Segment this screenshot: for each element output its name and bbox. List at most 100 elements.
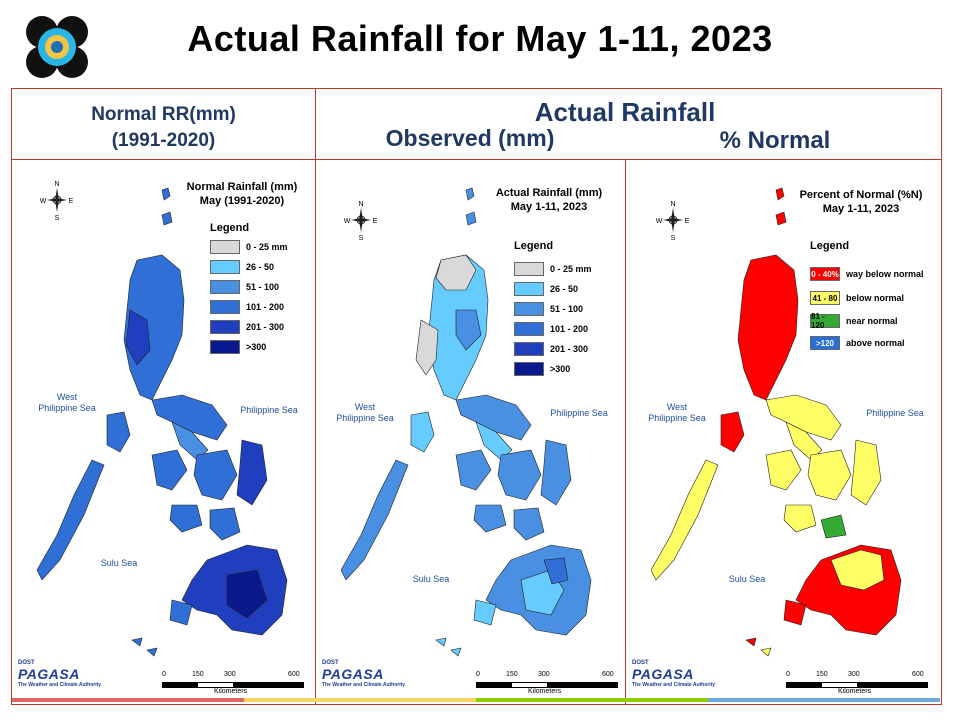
legend-swatch (210, 280, 240, 294)
normal-legend-title: Legend (210, 222, 250, 234)
legend-label: 0 - 25 mm (550, 264, 592, 274)
legend-label: way below normal (846, 269, 924, 279)
header-percent: % Normal (719, 127, 831, 154)
observed-legend-title: Legend (514, 240, 554, 252)
legend-swatch: >120 (810, 336, 840, 350)
sea-label-west: West Philippine Sea (38, 392, 96, 413)
legend-swatch (514, 282, 544, 296)
legend-swatch: 0 - 40% (810, 267, 840, 281)
observed-legend-item: 26 - 50 (514, 282, 578, 296)
legend-label: >300 (246, 342, 267, 352)
compass-s: S (55, 215, 60, 222)
legend-label: 201 - 300 (550, 344, 589, 354)
footer-stripe (476, 698, 708, 702)
header-normal-line2: (1991-2020) (111, 130, 216, 151)
legend-swatch (210, 300, 240, 314)
sea-label-sulu: Sulu Sea (728, 574, 766, 584)
normal-legend-item: 201 - 300 (210, 320, 284, 334)
header-observed: Observed (mm) (385, 125, 555, 151)
sea-label-west: West Philippine Sea (336, 402, 394, 423)
normal-map-title-line1: Normal Rainfall (mm) (186, 181, 298, 193)
legend-swatch (514, 342, 544, 356)
observed-legend-item: 0 - 25 mm (514, 262, 592, 276)
pagasa-logo (24, 14, 90, 80)
percent-legend-title: Legend (810, 240, 850, 252)
panel-observed: N W E S Actual Rainfall (mm) May 1-11, 2… (316, 160, 625, 705)
pagasa-brand: DOST PAGASA The Weather and Climate Auth… (632, 660, 716, 688)
observed-rainfall-map (340, 187, 592, 657)
legend-swatch (210, 240, 240, 254)
legend-swatch: 41 - 80 (810, 291, 840, 305)
observed-map-title-line2: May 1-11, 2023 (510, 201, 588, 213)
sea-label-west: West Philippine Sea (648, 402, 706, 423)
compass-rose-icon: N W E S (344, 198, 378, 242)
legend-label: below normal (846, 293, 905, 303)
legend-swatch (514, 302, 544, 316)
legend-label: 51 - 100 (550, 304, 584, 314)
header-actual: Actual Rainfall (534, 97, 716, 127)
percent-normal-map (650, 187, 902, 657)
sea-label-sulu: Sulu Sea (412, 574, 450, 584)
legend-swatch (514, 362, 544, 376)
legend-swatch: 81 - 120 (810, 312, 840, 330)
normal-rainfall-map (36, 187, 288, 657)
compass-n: N (54, 181, 59, 188)
percent-legend-item: 81 - 120 near normal (810, 312, 898, 330)
observed-map-title-line1: Actual Rainfall (mm) (495, 187, 603, 199)
legend-swatch (210, 320, 240, 334)
legend-label: 201 - 300 (246, 322, 285, 332)
pagasa-brand: DOST PAGASA The Weather and Climate Auth… (322, 660, 406, 688)
legend-swatch (210, 340, 240, 354)
legend-label: 101 - 200 (550, 324, 589, 334)
legend-label: 101 - 200 (246, 302, 285, 312)
legend-swatch (514, 262, 544, 276)
observed-legend-item: 101 - 200 (514, 322, 588, 336)
svg-text:N: N (670, 201, 675, 208)
scale-bar: 0 150 300 600 Kilometers (786, 671, 928, 695)
svg-text:W: W (656, 218, 663, 225)
svg-text:N: N (358, 201, 363, 208)
scale-bar: 0 150 300 600 Kilometers (162, 671, 304, 695)
normal-legend-item: 0 - 25 mm (210, 240, 288, 254)
svg-text:E: E (373, 218, 378, 225)
svg-text:W: W (344, 218, 351, 225)
panel-normal: N W E S Normal Rainfall (mm) May (1991-2… (12, 160, 315, 705)
normal-legend-item: 101 - 200 (210, 300, 284, 314)
legend-swatch (210, 260, 240, 274)
footer-stripe (244, 698, 476, 702)
normal-legend-item: 26 - 50 (210, 260, 274, 274)
percent-map-title-line1: Percent of Normal (%N) (799, 189, 923, 201)
compass-rose-icon: N W E S (40, 178, 74, 222)
footer-stripe (12, 698, 244, 702)
legend-label: near normal (846, 316, 898, 326)
observed-legend-item: 201 - 300 (514, 342, 588, 356)
observed-legend-item: >300 (514, 362, 570, 376)
sea-label-east: Philippine Sea (240, 405, 298, 415)
footer-stripe (708, 698, 940, 702)
legend-label: 51 - 100 (246, 282, 280, 292)
sea-label-east: Philippine Sea (550, 408, 608, 418)
compass-rose-icon: N W E S (656, 198, 690, 242)
sea-label-east: Philippine Sea (866, 408, 924, 418)
svg-text:E: E (685, 218, 690, 225)
compass-w: W (40, 198, 47, 205)
legend-label: 0 - 25 mm (246, 242, 288, 252)
percent-map-title-line2: May 1-11, 2023 (822, 203, 900, 215)
legend-swatch (514, 322, 544, 336)
normal-legend-item: >300 (210, 340, 266, 354)
scale-bar: 0 150 300 600 Kilometers (476, 671, 618, 695)
panel-percent-box (625, 159, 942, 705)
svg-text:S: S (671, 235, 676, 242)
percent-legend-item: 41 - 80 below normal (810, 291, 904, 305)
svg-text:S: S (359, 235, 364, 242)
legend-label: 26 - 50 (550, 284, 579, 294)
pagasa-brand: DOST PAGASA The Weather and Climate Auth… (18, 660, 102, 688)
percent-legend-item: 0 - 40% way below normal (810, 267, 924, 281)
panel-percent: N W E S Percent of Normal (%N) May 1-11,… (626, 160, 941, 705)
header-normal-line1: Normal RR(mm) (91, 104, 236, 125)
legend-label: >300 (550, 364, 571, 374)
observed-legend-item: 51 - 100 (514, 302, 583, 316)
sea-label-sulu: Sulu Sea (100, 558, 138, 568)
legend-label: above normal (846, 338, 905, 348)
percent-legend-item: >120 above normal (810, 336, 905, 350)
